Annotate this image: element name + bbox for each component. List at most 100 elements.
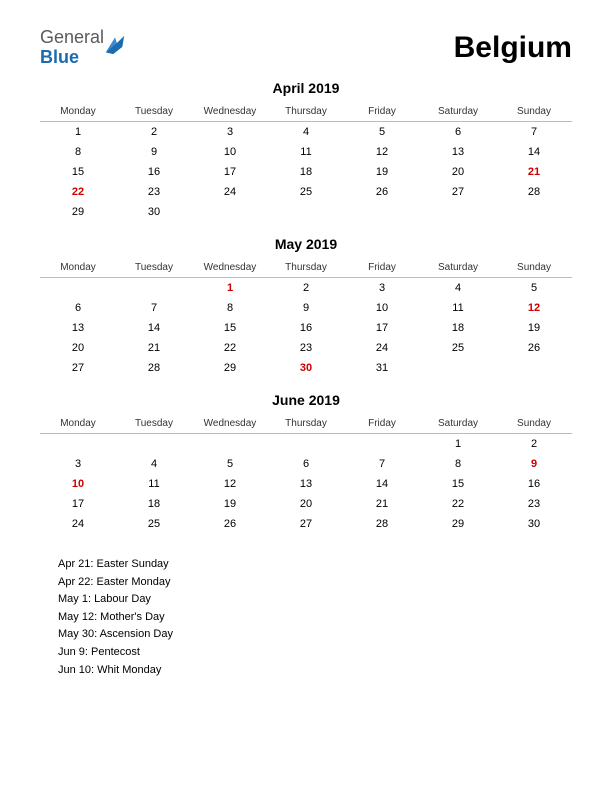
calendar-cell: 29 [40,202,116,222]
day-header: Sunday [496,414,572,434]
calendar-cell: 26 [496,338,572,358]
day-header: Friday [344,414,420,434]
calendar-cell: 7 [496,122,572,143]
holiday-item: Jun 9: Pentecost [58,644,572,662]
logo-word-blue: Blue [40,47,79,67]
calendar-cell: 19 [344,162,420,182]
calendar-cell [420,358,496,378]
calendar-cell: 20 [40,338,116,358]
calendar-cell: 17 [40,494,116,514]
calendar-row: 10111213141516 [40,474,572,494]
day-header: Tuesday [116,258,192,278]
calendar-cell: 19 [192,494,268,514]
calendar-cell: 4 [116,454,192,474]
calendar-row: 20212223242526 [40,338,572,358]
calendar-cell: 27 [420,182,496,202]
calendar-container: April 2019MondayTuesdayWednesdayThursday… [40,80,572,534]
calendar-cell: 20 [420,162,496,182]
calendar-cell [420,202,496,222]
calendar-row: 24252627282930 [40,514,572,534]
calendar-cell: 10 [40,474,116,494]
month-block: May 2019 MondayTuesdayWednesdayThursdayFr… [40,236,572,378]
country-title: Belgium [454,31,572,65]
calendar-cell: 18 [420,318,496,338]
month-block: April 2019 MondayTuesdayWednesdayThursday… [40,80,572,222]
calendar-cell: 22 [192,338,268,358]
calendar-cell: 4 [268,122,344,143]
calendar-cell: 31 [344,358,420,378]
calendar-cell: 11 [268,142,344,162]
day-header: Saturday [420,102,496,122]
day-header: Friday [344,102,420,122]
calendar-cell: 28 [496,182,572,202]
day-header: Wednesday [192,414,268,434]
calendar-cell [496,202,572,222]
calendar-cell: 2 [268,278,344,299]
calendar-cell: 15 [192,318,268,338]
holidays-list: Apr 21: Easter SundayApr 22: Easter Mond… [58,556,572,679]
day-header: Sunday [496,258,572,278]
day-header: Wednesday [192,102,268,122]
day-header: Tuesday [116,102,192,122]
calendar-cell: 22 [420,494,496,514]
month-title: April 2019 [40,80,572,96]
logo-word-general: General [40,27,104,47]
holiday-item: Jun 10: Whit Monday [58,662,572,680]
day-header: Friday [344,258,420,278]
calendar-cell: 6 [40,298,116,318]
calendar-cell [268,434,344,455]
calendar-cell: 14 [116,318,192,338]
calendar-cell [40,434,116,455]
calendar-cell: 24 [344,338,420,358]
calendar-row: 891011121314 [40,142,572,162]
calendar-cell: 15 [420,474,496,494]
calendar-cell: 13 [420,142,496,162]
calendar-cell [40,278,116,299]
calendar-cell: 6 [420,122,496,143]
day-header: Monday [40,414,116,434]
calendar-row: 12345 [40,278,572,299]
calendar-cell: 24 [192,182,268,202]
day-header: Sunday [496,102,572,122]
calendar-cell: 14 [496,142,572,162]
calendar-cell [192,202,268,222]
calendar-cell: 27 [268,514,344,534]
calendar-cell: 1 [40,122,116,143]
day-header: Thursday [268,258,344,278]
day-header: Saturday [420,258,496,278]
holiday-item: May 1: Labour Day [58,591,572,609]
calendar-cell: 29 [420,514,496,534]
calendar-cell: 16 [116,162,192,182]
calendar-cell: 5 [192,454,268,474]
day-header: Wednesday [192,258,268,278]
calendar-cell [192,434,268,455]
calendar-cell: 14 [344,474,420,494]
calendar-cell: 4 [420,278,496,299]
calendar-row: 3456789 [40,454,572,474]
holiday-item: Apr 22: Easter Monday [58,574,572,592]
holiday-item: May 30: Ascension Day [58,626,572,644]
calendar-cell: 16 [268,318,344,338]
calendar-cell: 11 [116,474,192,494]
calendar-cell: 28 [116,358,192,378]
calendar-cell: 6 [268,454,344,474]
calendar-cell: 13 [268,474,344,494]
calendar-cell: 21 [344,494,420,514]
calendar-cell: 9 [268,298,344,318]
calendar-cell: 3 [192,122,268,143]
calendar-cell: 29 [192,358,268,378]
calendar-cell [116,278,192,299]
logo: General Blue [40,28,126,68]
calendar-row: 2728293031 [40,358,572,378]
calendar-cell: 10 [344,298,420,318]
holiday-item: Apr 21: Easter Sunday [58,556,572,574]
calendar-row: 12 [40,434,572,455]
month-title: June 2019 [40,392,572,408]
calendar-table: MondayTuesdayWednesdayThursdayFridaySatu… [40,102,572,222]
calendar-cell: 23 [268,338,344,358]
month-title: May 2019 [40,236,572,252]
day-header: Monday [40,258,116,278]
calendar-cell: 11 [420,298,496,318]
calendar-cell: 17 [192,162,268,182]
calendar-cell: 28 [344,514,420,534]
